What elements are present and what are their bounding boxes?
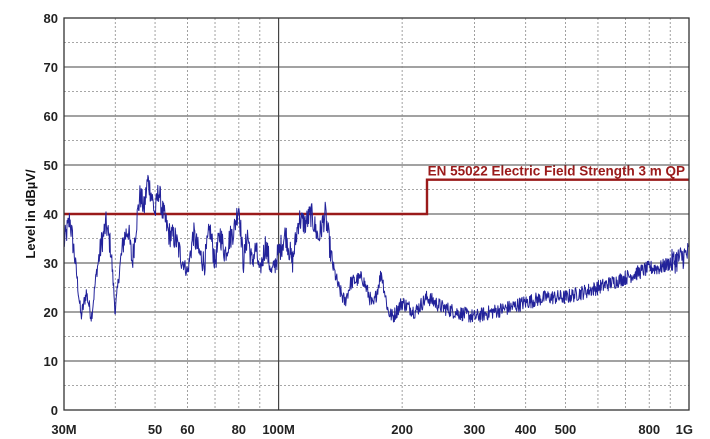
measurement-trace <box>63 174 690 323</box>
x-tick-label: 400 <box>515 422 537 437</box>
y-tick-label: 10 <box>44 354 58 369</box>
x-tick-label: 50 <box>148 422 162 437</box>
x-tick-label: 200 <box>391 422 413 437</box>
y-tick-label: 0 <box>51 403 58 418</box>
limit-line-label: EN 55022 Electric Field Strength 3 m QP <box>428 164 685 179</box>
y-tick-label: 50 <box>44 158 58 173</box>
y-tick-label: 70 <box>44 60 58 75</box>
y-tick-label: 30 <box>44 256 58 271</box>
plot-frame <box>63 17 690 411</box>
y-tick-label: 20 <box>44 305 58 320</box>
x-tick-label: 500 <box>555 422 577 437</box>
y-tick-labels: 0 10 20 30 40 50 60 70 80 <box>44 11 58 418</box>
measurement-trace-group <box>63 174 690 323</box>
y-tick-label: 80 <box>44 11 58 26</box>
x-tick-label: 30M <box>51 422 76 437</box>
y-tick-label: 40 <box>44 207 58 222</box>
plot-border <box>63 17 690 411</box>
y-tick-label: 60 <box>44 109 58 124</box>
x-tick-label: 800 <box>638 422 660 437</box>
x-tick-label: 60 <box>180 422 194 437</box>
x-tick-label: 100M <box>262 422 295 437</box>
limit-line <box>64 178 689 216</box>
x-tick-label: 1G <box>676 422 693 437</box>
x-tick-label: 300 <box>464 422 486 437</box>
y-axis-title: Level in dBµV/ <box>23 169 38 259</box>
x-tick-labels: 30M 50 60 80 100M 200 300 400 500 800 1G <box>51 422 693 437</box>
limit-line-group <box>64 178 689 216</box>
x-tick-label: 80 <box>232 422 246 437</box>
